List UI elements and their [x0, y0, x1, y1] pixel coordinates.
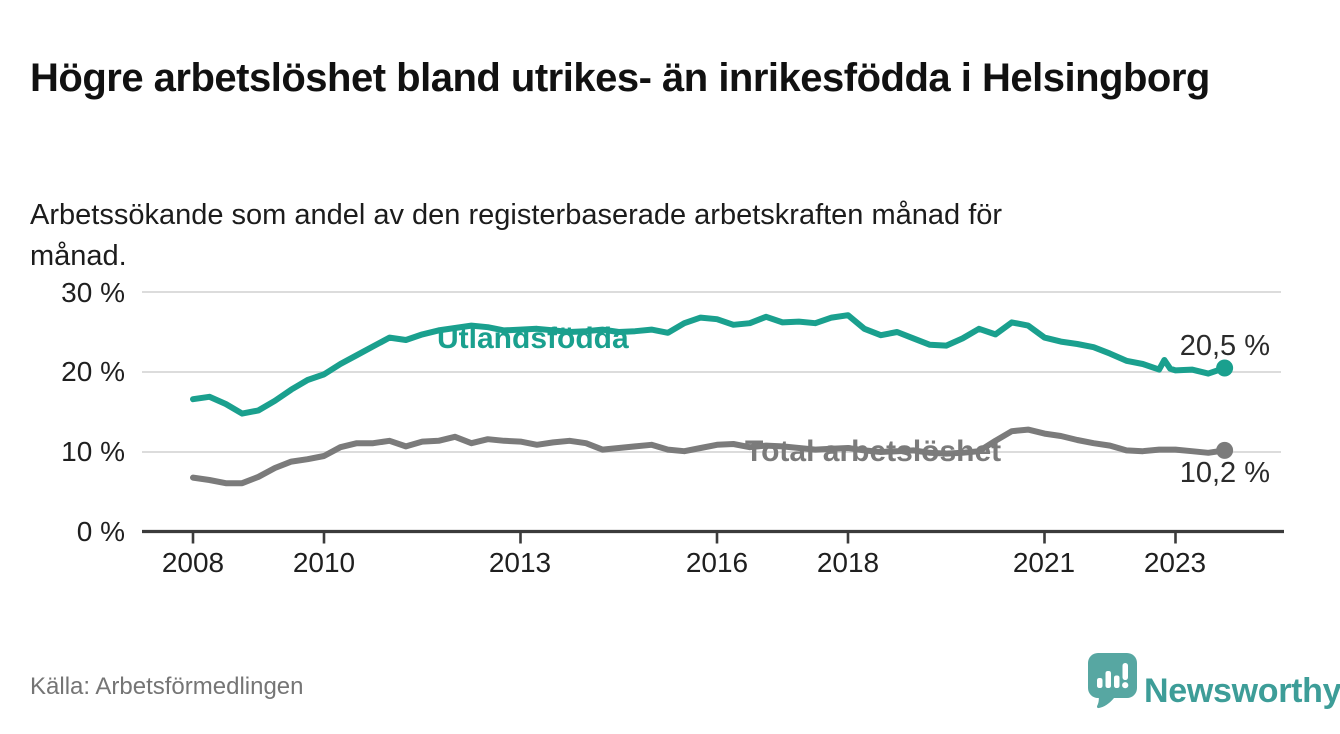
x-axis-tick-label-2021: 2021: [1012, 547, 1076, 578]
end-value-label-total: 10,2 %: [1179, 457, 1270, 489]
logo-exclamation-dot: [1122, 682, 1129, 689]
newsworthy-logo-icon: [1088, 653, 1137, 709]
newsworthy-brand: Newsworthy: [1086, 652, 1340, 714]
y-axis-tick-label-10: 10 %: [61, 436, 125, 467]
logo-bar-tall: [1105, 671, 1111, 688]
logo-bar-small: [1097, 678, 1103, 688]
end-value-label-utlandsfodda: 20,5 %: [1179, 330, 1270, 362]
series-label-total-arbetsloshet: Total arbetslöshet: [745, 435, 1002, 468]
logo-bar-medium: [1114, 675, 1120, 688]
logo-exclamation-bar: [1122, 663, 1128, 680]
series-line-0: [190, 312, 1228, 417]
newsworthy-wordmark: Newsworthy: [1144, 672, 1340, 710]
source-attribution: Källa: Arbetsförmedlingen: [30, 673, 304, 700]
series-end-dot-1: [1216, 441, 1234, 459]
x-axis-tick-label-2023: 2023: [1143, 547, 1207, 578]
series-line-1: [190, 426, 1228, 487]
y-axis-tick-label-30: 30 %: [61, 277, 125, 308]
series-label-utlandsfodda: Utlandsfödda: [437, 322, 629, 355]
x-axis-tick-label-2010: 2010: [292, 547, 356, 578]
y-axis-tick-label-0: 0 %: [76, 516, 125, 547]
x-axis-tick-label-2013: 2013: [488, 547, 552, 578]
y-axis-tick-label-20: 20 %: [61, 356, 125, 387]
page-title: Högre arbetslöshet bland utrikes- än inr…: [30, 55, 1210, 100]
chart-subtitle: Arbetssökande som andel av den registerb…: [30, 199, 1003, 273]
x-axis-tick-label-2018: 2018: [816, 547, 880, 578]
x-axis-tick-label-2008: 2008: [161, 547, 225, 578]
series-end-dot-0: [1216, 359, 1234, 377]
x-axis-tick-label-2016: 2016: [685, 547, 749, 578]
